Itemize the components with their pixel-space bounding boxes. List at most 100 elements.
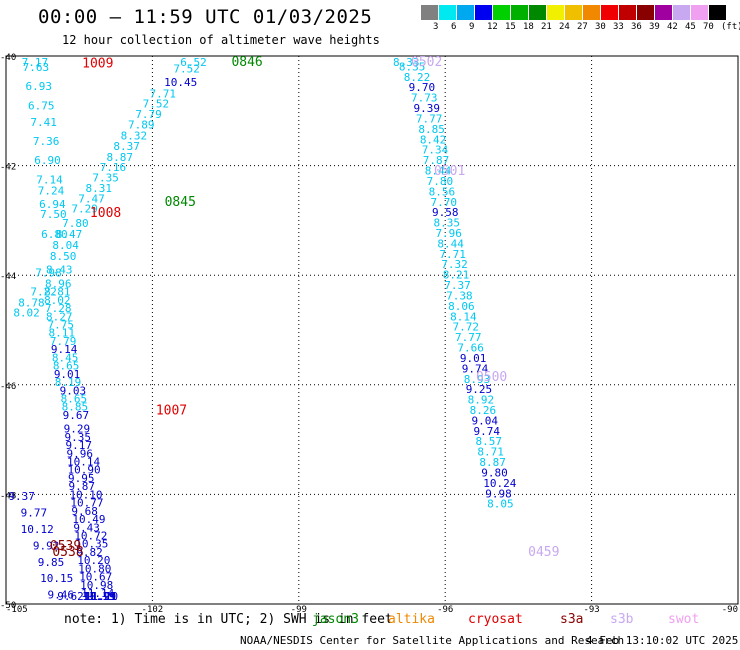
swh-value: 8.33 bbox=[393, 56, 420, 69]
swh-value: 11.10 bbox=[85, 590, 118, 603]
swh-value: 8.35 bbox=[433, 217, 460, 230]
swh-value: 8.02 bbox=[44, 294, 70, 307]
swh-value: 7.80 bbox=[427, 175, 454, 188]
swh-value: 9.68 bbox=[71, 505, 98, 518]
swh-value: 8.65 bbox=[61, 393, 88, 406]
swh-value: 11.21 bbox=[84, 590, 117, 603]
map-grid bbox=[6, 56, 738, 604]
swh-value: 8.50 bbox=[50, 250, 77, 263]
swh-value: 8.87 bbox=[479, 456, 506, 469]
lat-tick-label: -46 bbox=[0, 382, 16, 392]
swh-value: 9.03 bbox=[60, 384, 87, 397]
swh-value: 10.12 bbox=[21, 523, 54, 536]
legend-swatch bbox=[655, 5, 672, 20]
swh-value: 7.24 bbox=[38, 184, 65, 197]
swh-value: 7.17 bbox=[22, 56, 48, 69]
swh-value: 10.24 bbox=[483, 477, 516, 490]
footer-source: NOAA/NESDIS Center for Satellite Applica… bbox=[240, 634, 625, 647]
swh-value: 10.49 bbox=[72, 513, 105, 526]
swh-value: 7.28 bbox=[45, 302, 72, 315]
swh-value: 10.20 bbox=[77, 554, 110, 567]
legend-label: 18 bbox=[523, 22, 534, 32]
swh-value: 9.62 bbox=[57, 590, 84, 603]
legend-label: 36 bbox=[631, 22, 642, 32]
swh-value: 9.70 bbox=[409, 81, 436, 94]
swh-value: 7.38 bbox=[446, 289, 473, 302]
swh-value: 8.85 bbox=[62, 401, 89, 414]
time-label: 0502 bbox=[411, 55, 442, 70]
legend-swatch bbox=[421, 5, 438, 20]
legend-swatch bbox=[457, 5, 474, 20]
satellite-s3a: s3a bbox=[560, 612, 584, 627]
swh-value: 9.82 bbox=[76, 546, 103, 559]
swh-value: 10.10 bbox=[69, 488, 102, 501]
swh-value: 9.35 bbox=[65, 431, 92, 444]
swh-value: 7.52 bbox=[173, 63, 200, 76]
legend-swatch bbox=[529, 5, 546, 20]
swh-value: 9.80 bbox=[481, 466, 508, 479]
swh-value: 8.31 bbox=[86, 182, 113, 195]
swh-value: 9.01 bbox=[460, 352, 487, 365]
lat-tick-label: -50 bbox=[0, 601, 16, 611]
time-label: 0538 bbox=[52, 545, 83, 560]
swh-value: 8.19 bbox=[55, 376, 82, 389]
footer-note: note: 1) Time is in UTC; 2) SWH is in fe… bbox=[64, 612, 393, 627]
swh-value: 8.06 bbox=[448, 300, 475, 313]
swh-value: 10.35 bbox=[75, 538, 108, 551]
swh-value: 6.52 bbox=[180, 56, 207, 69]
legend-label: 70 bbox=[703, 22, 714, 32]
lat-tick-label: -44 bbox=[0, 272, 16, 282]
swh-value: 9.37 bbox=[8, 490, 35, 503]
swh-value: 7.50 bbox=[40, 208, 67, 221]
swh-value: 8.71 bbox=[477, 446, 504, 459]
lon-tick-label: -96 bbox=[437, 605, 453, 615]
legend-label: 21 bbox=[541, 22, 552, 32]
satellite-s3b: s3b bbox=[610, 612, 634, 627]
time-label: 1008 bbox=[90, 206, 121, 221]
legend-swatch bbox=[547, 5, 564, 20]
swh-value: 7.32 bbox=[441, 258, 468, 271]
legend-swatch bbox=[511, 5, 528, 20]
swh-value: 7.77 bbox=[416, 112, 443, 125]
time-label: 0459 bbox=[528, 545, 559, 560]
swh-value: 7.79 bbox=[50, 335, 77, 348]
swh-value: 8.27 bbox=[46, 310, 73, 323]
swh-value: 8.87 bbox=[107, 151, 134, 164]
lon-tick-label: -105 bbox=[6, 605, 28, 615]
time-label: 0846 bbox=[231, 55, 262, 70]
swh-value: 8.21 bbox=[443, 269, 470, 282]
swh-value-labels: 7.177.63 6.93 6.75 7.41 7.36 6.90 7.147.246.94… bbox=[8, 56, 516, 603]
satellite-altika: altika bbox=[388, 612, 435, 627]
swh-value: 9.43 bbox=[73, 521, 100, 534]
legend-swatch bbox=[601, 5, 618, 20]
swh-value: 7.98 bbox=[35, 266, 62, 279]
swh-value: 10.72 bbox=[74, 530, 107, 543]
legend-swatch bbox=[619, 5, 636, 20]
time-label: 1007 bbox=[156, 403, 187, 418]
swh-value: 9.85 bbox=[38, 556, 65, 569]
legend-swatch bbox=[637, 5, 654, 20]
swh-value: 7.34 bbox=[422, 144, 449, 157]
time-labels: 1009 0846 0845 1008 1007 0502 0501 0500 0459 0539… bbox=[50, 55, 560, 560]
swh-value: 9.14 bbox=[51, 343, 78, 356]
map-frame bbox=[5, 55, 739, 605]
legend-swatch bbox=[583, 5, 600, 20]
swh-value: 10.77 bbox=[70, 497, 103, 510]
swh-value: 8.44 bbox=[437, 237, 464, 250]
swh-value: 8.47 bbox=[56, 228, 83, 241]
swh-value: 9.67 bbox=[63, 409, 90, 422]
swh-value: 7.89 bbox=[128, 119, 155, 132]
swh-value: 8.96 bbox=[45, 277, 72, 290]
legend-label: 24 bbox=[559, 22, 570, 32]
legend-swatch bbox=[493, 5, 510, 20]
swh-value: 8.57 bbox=[475, 435, 502, 448]
swh-value: 7.41 bbox=[30, 116, 57, 129]
swh-value: 6.93 bbox=[26, 80, 53, 93]
legend-label: 9 bbox=[469, 22, 475, 32]
legend-label: 3 bbox=[433, 22, 439, 32]
swh-value: 6.94 bbox=[39, 198, 66, 211]
legend-label: 6 bbox=[451, 22, 457, 32]
legend-swatch bbox=[673, 5, 690, 20]
swh-value: 8.35 bbox=[399, 60, 426, 73]
